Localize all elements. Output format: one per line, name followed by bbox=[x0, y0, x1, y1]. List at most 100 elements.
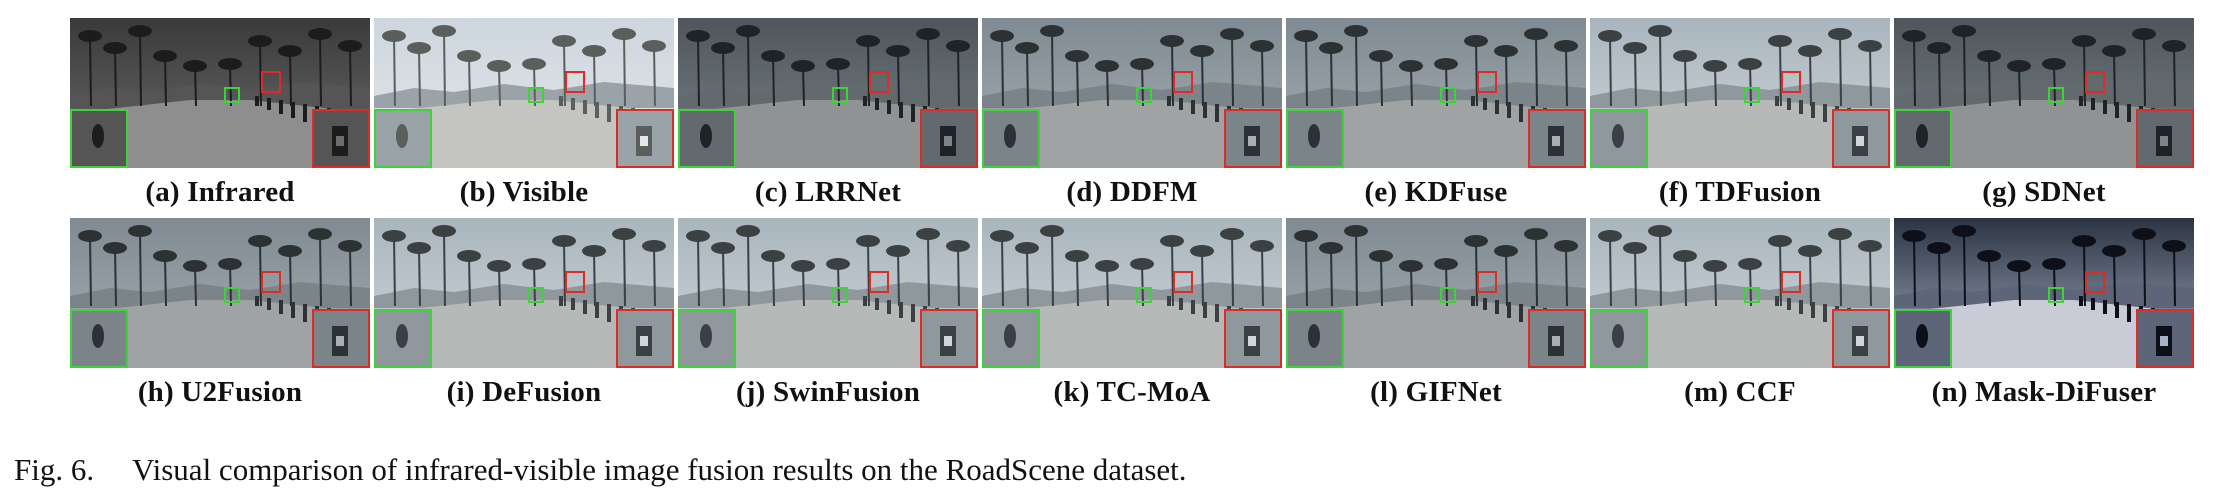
palm-trunk bbox=[1839, 233, 1842, 307]
fusion-image bbox=[1590, 18, 1890, 168]
palm-trunk bbox=[1410, 65, 1413, 107]
palm-trunk bbox=[319, 33, 322, 107]
palm-trunk bbox=[1380, 55, 1383, 107]
palm-trunk bbox=[897, 50, 900, 107]
palm-trunk bbox=[418, 247, 421, 307]
palm-trunk bbox=[1535, 33, 1538, 107]
caption-text: Visual comparison of infrared-visible im… bbox=[132, 452, 1187, 487]
palm-crown bbox=[1673, 250, 1697, 262]
road-post bbox=[899, 302, 903, 318]
green-region-box bbox=[832, 87, 848, 103]
zoom-figure bbox=[1612, 324, 1624, 348]
road-post bbox=[1811, 302, 1815, 318]
palm-trunk bbox=[1684, 255, 1687, 307]
palm-crown bbox=[612, 228, 636, 240]
palm-crown bbox=[1250, 40, 1274, 52]
palm-crown bbox=[1015, 242, 1039, 254]
road-post bbox=[571, 298, 575, 310]
palm-crown bbox=[2102, 245, 2126, 257]
panel: (k) TC-MoA bbox=[982, 218, 1282, 418]
palm-crown bbox=[1977, 250, 2001, 262]
palm-trunk bbox=[289, 50, 292, 107]
distant-hills bbox=[1286, 282, 1586, 308]
distant-hills bbox=[678, 282, 978, 308]
palm-trunk bbox=[1505, 250, 1508, 307]
zoom-figure bbox=[700, 324, 712, 348]
distant-hills bbox=[982, 82, 1282, 108]
palm-trunk bbox=[1869, 245, 1872, 307]
palm-crown bbox=[432, 25, 456, 37]
palm-trunk bbox=[1141, 263, 1144, 307]
fusion-image bbox=[982, 218, 1282, 368]
palm-trunk bbox=[1714, 265, 1717, 307]
palm-crown bbox=[736, 225, 760, 237]
palm-trunk bbox=[2018, 65, 2021, 107]
road-post bbox=[607, 304, 611, 322]
palm-crown bbox=[990, 230, 1014, 242]
palm-trunk bbox=[593, 250, 596, 307]
palm-crown bbox=[791, 260, 815, 272]
palm-trunk bbox=[1913, 235, 1916, 307]
palm-trunk bbox=[533, 263, 536, 307]
road-post bbox=[1215, 104, 1219, 122]
palm-crown bbox=[487, 60, 511, 72]
palm-trunk bbox=[747, 30, 750, 107]
green-region-box bbox=[224, 287, 240, 303]
palm-crown bbox=[2007, 260, 2031, 272]
palm-crown bbox=[1902, 30, 1926, 42]
palm-trunk bbox=[2053, 263, 2056, 307]
palm-trunk bbox=[1001, 235, 1004, 307]
green-region-box bbox=[2048, 87, 2064, 103]
palm-crown bbox=[78, 230, 102, 242]
palm-trunk bbox=[1445, 263, 1448, 307]
palm-crown bbox=[457, 50, 481, 62]
palm-trunk bbox=[1913, 35, 1916, 107]
palm-crown bbox=[1828, 228, 1852, 240]
palm-crown bbox=[2042, 58, 2066, 70]
palm-trunk bbox=[1809, 50, 1812, 107]
distant-hills bbox=[1590, 282, 1890, 308]
zoom-sign bbox=[1856, 336, 1864, 346]
green-region-box bbox=[528, 287, 544, 303]
road-post bbox=[1799, 100, 1803, 114]
palm-trunk bbox=[697, 35, 700, 107]
road-post bbox=[1167, 96, 1171, 106]
road-post bbox=[1811, 102, 1815, 118]
green-zoom-inset bbox=[1590, 109, 1648, 168]
palm-trunk bbox=[1565, 45, 1568, 107]
palm-trunk bbox=[1355, 30, 1358, 107]
red-region-box bbox=[1477, 271, 1497, 293]
palm-crown bbox=[103, 42, 127, 54]
palm-crown bbox=[1952, 25, 1976, 37]
zoom-sign bbox=[1856, 136, 1864, 146]
fusion-image bbox=[1894, 18, 2194, 168]
palm-trunk bbox=[1659, 30, 1662, 107]
palm-crown bbox=[2072, 235, 2096, 247]
zoom-figure bbox=[1612, 124, 1624, 148]
road-post bbox=[863, 96, 867, 106]
road-post bbox=[1787, 98, 1791, 110]
zoom-figure bbox=[1004, 124, 1016, 148]
palm-crown bbox=[183, 260, 207, 272]
palm-trunk bbox=[1505, 50, 1508, 107]
palm-trunk bbox=[194, 265, 197, 307]
road-post bbox=[1507, 102, 1511, 118]
palm-trunk bbox=[1609, 235, 1612, 307]
zoom-figure bbox=[700, 124, 712, 148]
figure-caption: Fig. 6. Visual comparison of infrared-vis… bbox=[14, 452, 1187, 488]
panel-label: (g) SDNet bbox=[1982, 176, 2106, 208]
green-region-box bbox=[1744, 287, 1760, 303]
palm-crown bbox=[1648, 25, 1672, 37]
distant-hills bbox=[1286, 82, 1586, 108]
palm-crown bbox=[1738, 58, 1762, 70]
palm-trunk bbox=[802, 265, 805, 307]
palm-trunk bbox=[2143, 233, 2146, 307]
palm-trunk bbox=[1231, 33, 1234, 107]
palm-crown bbox=[582, 45, 606, 57]
palm-trunk bbox=[1475, 40, 1478, 107]
palm-crown bbox=[1554, 240, 1578, 252]
palm-trunk bbox=[1231, 233, 1234, 307]
palm-trunk bbox=[1535, 233, 1538, 307]
palm-trunk bbox=[1076, 255, 1079, 307]
palm-crown bbox=[1319, 42, 1343, 54]
